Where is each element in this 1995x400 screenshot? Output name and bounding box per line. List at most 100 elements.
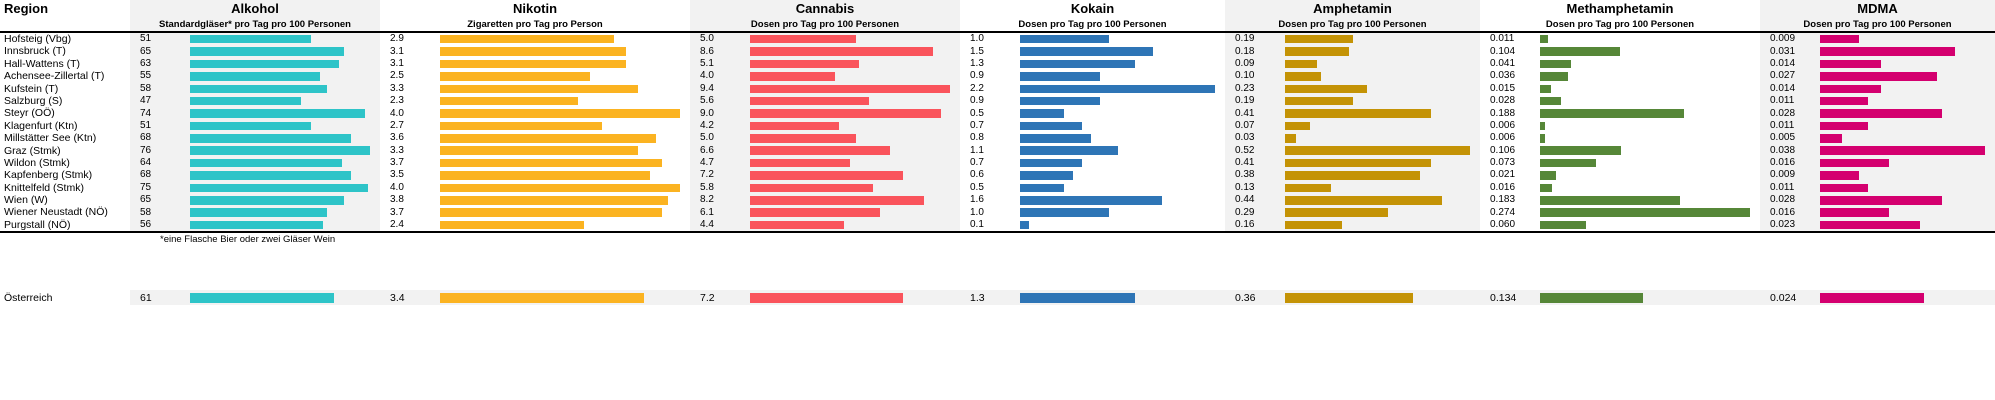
value-cell[interactable]: 58 <box>140 206 152 218</box>
value-cell[interactable]: 2.2 <box>970 82 984 94</box>
region-cell[interactable]: Kapfenberg (Stmk) <box>4 169 93 182</box>
value-cell[interactable]: 75 <box>140 181 152 193</box>
value-cell[interactable]: 68 <box>140 132 152 144</box>
value-cell[interactable]: 0.13 <box>1235 181 1255 193</box>
value-cell[interactable]: 9.4 <box>700 82 714 94</box>
value-cell[interactable]: 0.19 <box>1235 33 1255 45</box>
value-cell[interactable]: 3.7 <box>390 157 404 169</box>
value-cell[interactable]: 0.006 <box>1490 132 1516 144</box>
value-cell[interactable]: 0.073 <box>1490 157 1516 169</box>
value-cell[interactable]: 0.183 <box>1490 194 1516 206</box>
region-cell[interactable]: Hall-Wattens (T) <box>4 57 81 70</box>
value-cell[interactable]: 0.016 <box>1770 157 1796 169</box>
value-cell[interactable]: 1.3 <box>970 291 985 304</box>
value-cell[interactable]: 0.09 <box>1235 57 1255 69</box>
value-cell[interactable]: 4.4 <box>700 219 714 231</box>
value-cell[interactable]: 0.021 <box>1490 169 1516 181</box>
value-cell[interactable]: 6.6 <box>700 144 714 156</box>
value-cell[interactable]: 3.8 <box>390 194 404 206</box>
value-cell[interactable]: 0.7 <box>970 157 984 169</box>
value-cell[interactable]: 65 <box>140 194 152 206</box>
value-cell[interactable]: 76 <box>140 144 152 156</box>
value-cell[interactable]: 1.5 <box>970 45 984 57</box>
value-cell[interactable]: 2.4 <box>390 219 404 231</box>
value-cell[interactable]: 0.005 <box>1770 132 1796 144</box>
value-cell[interactable]: 2.7 <box>390 119 404 131</box>
value-cell[interactable]: 0.014 <box>1770 57 1796 69</box>
value-cell[interactable]: 3.5 <box>390 169 404 181</box>
value-cell[interactable]: 1.6 <box>970 194 984 206</box>
value-cell[interactable]: 0.028 <box>1770 107 1796 119</box>
region-cell[interactable]: Millstätter See (Ktn) <box>4 132 97 145</box>
region-cell[interactable]: Innsbruck (T) <box>4 45 66 58</box>
value-cell[interactable]: 0.028 <box>1770 194 1796 206</box>
value-cell[interactable]: 2.3 <box>390 95 404 107</box>
value-cell[interactable]: 0.028 <box>1490 95 1516 107</box>
value-cell[interactable]: 0.9 <box>970 70 984 82</box>
column-header-cell[interactable]: Cannabis <box>690 0 960 17</box>
value-cell[interactable]: 3.6 <box>390 132 404 144</box>
value-cell[interactable]: 0.274 <box>1490 206 1516 218</box>
region-cell[interactable]: Wien (W) <box>4 194 48 207</box>
value-cell[interactable]: 56 <box>140 219 152 231</box>
value-cell[interactable]: 0.014 <box>1770 82 1796 94</box>
column-subheader-cell[interactable]: Dosen pro Tag pro 100 Personen <box>1480 17 1760 31</box>
value-cell[interactable]: 3.1 <box>390 45 404 57</box>
region-cell[interactable]: Graz (Stmk) <box>4 144 61 157</box>
value-cell[interactable]: 0.36 <box>1235 291 1256 304</box>
value-cell[interactable]: 5.0 <box>700 33 714 45</box>
value-cell[interactable]: 0.07 <box>1235 119 1255 131</box>
value-cell[interactable]: 5.6 <box>700 95 714 107</box>
value-cell[interactable]: 1.0 <box>970 206 984 218</box>
value-cell[interactable]: 0.027 <box>1770 70 1796 82</box>
value-cell[interactable]: 0.031 <box>1770 45 1796 57</box>
value-cell[interactable]: 5.1 <box>700 57 714 69</box>
value-cell[interactable]: 5.0 <box>700 132 714 144</box>
value-cell[interactable]: 0.41 <box>1235 107 1255 119</box>
region-cell[interactable]: Kufstein (T) <box>4 82 59 95</box>
value-cell[interactable]: 0.016 <box>1490 181 1516 193</box>
value-cell[interactable]: 0.015 <box>1490 82 1516 94</box>
value-cell[interactable]: 0.009 <box>1770 169 1796 181</box>
value-cell[interactable]: 0.036 <box>1490 70 1516 82</box>
value-cell[interactable]: 0.016 <box>1770 206 1796 218</box>
region-cell[interactable]: Knittelfeld (Stmk) <box>4 181 84 194</box>
value-cell[interactable]: 6.1 <box>700 206 714 218</box>
column-subheader-cell[interactable]: Dosen pro Tag pro 100 Personen <box>1760 17 1995 31</box>
value-cell[interactable]: 4.2 <box>700 119 714 131</box>
value-cell[interactable]: 4.7 <box>700 157 714 169</box>
value-cell[interactable]: 0.011 <box>1770 181 1795 193</box>
value-cell[interactable]: 0.023 <box>1770 219 1796 231</box>
value-cell[interactable]: 5.8 <box>700 181 714 193</box>
value-cell[interactable]: 0.19 <box>1235 95 1255 107</box>
value-cell[interactable]: 0.060 <box>1490 219 1516 231</box>
value-cell[interactable]: 0.41 <box>1235 157 1255 169</box>
region-cell[interactable]: Hofsteig (Vbg) <box>4 33 72 45</box>
region-cell[interactable]: Salzburg (S) <box>4 94 63 107</box>
value-cell[interactable]: 0.104 <box>1490 45 1516 57</box>
value-cell[interactable]: 2.9 <box>390 33 404 45</box>
value-cell[interactable]: 0.006 <box>1490 119 1516 131</box>
value-cell[interactable]: 8.2 <box>700 194 714 206</box>
column-header-cell[interactable]: Nikotin <box>380 0 690 17</box>
region-cell[interactable]: Achensee-Zillertal (T) <box>4 70 105 83</box>
region-cell[interactable]: Purgstall (NÖ) <box>4 218 71 231</box>
value-cell[interactable]: 65 <box>140 45 152 57</box>
value-cell[interactable]: 7.2 <box>700 291 715 304</box>
value-cell[interactable]: 7.2 <box>700 169 714 181</box>
column-header-cell[interactable]: Alkohol <box>130 0 380 17</box>
value-cell[interactable]: 3.1 <box>390 57 404 69</box>
column-subheader-cell[interactable]: Standardgläser* pro Tag pro 100 Personen <box>130 17 380 31</box>
column-subheader-cell[interactable]: Dosen pro Tag pro 100 Personen <box>960 17 1225 31</box>
value-cell[interactable]: 9.0 <box>700 107 714 119</box>
austria-label[interactable]: Österreich <box>4 291 53 304</box>
value-cell[interactable]: 3.7 <box>390 206 404 218</box>
value-cell[interactable]: 0.6 <box>970 169 984 181</box>
value-cell[interactable]: 0.011 <box>1490 33 1515 45</box>
value-cell[interactable]: 0.23 <box>1235 82 1255 94</box>
value-cell[interactable]: 58 <box>140 82 152 94</box>
value-cell[interactable]: 3.4 <box>390 291 405 304</box>
value-cell[interactable]: 0.024 <box>1770 291 1797 304</box>
value-cell[interactable]: 55 <box>140 70 152 82</box>
value-cell[interactable]: 51 <box>140 33 152 45</box>
